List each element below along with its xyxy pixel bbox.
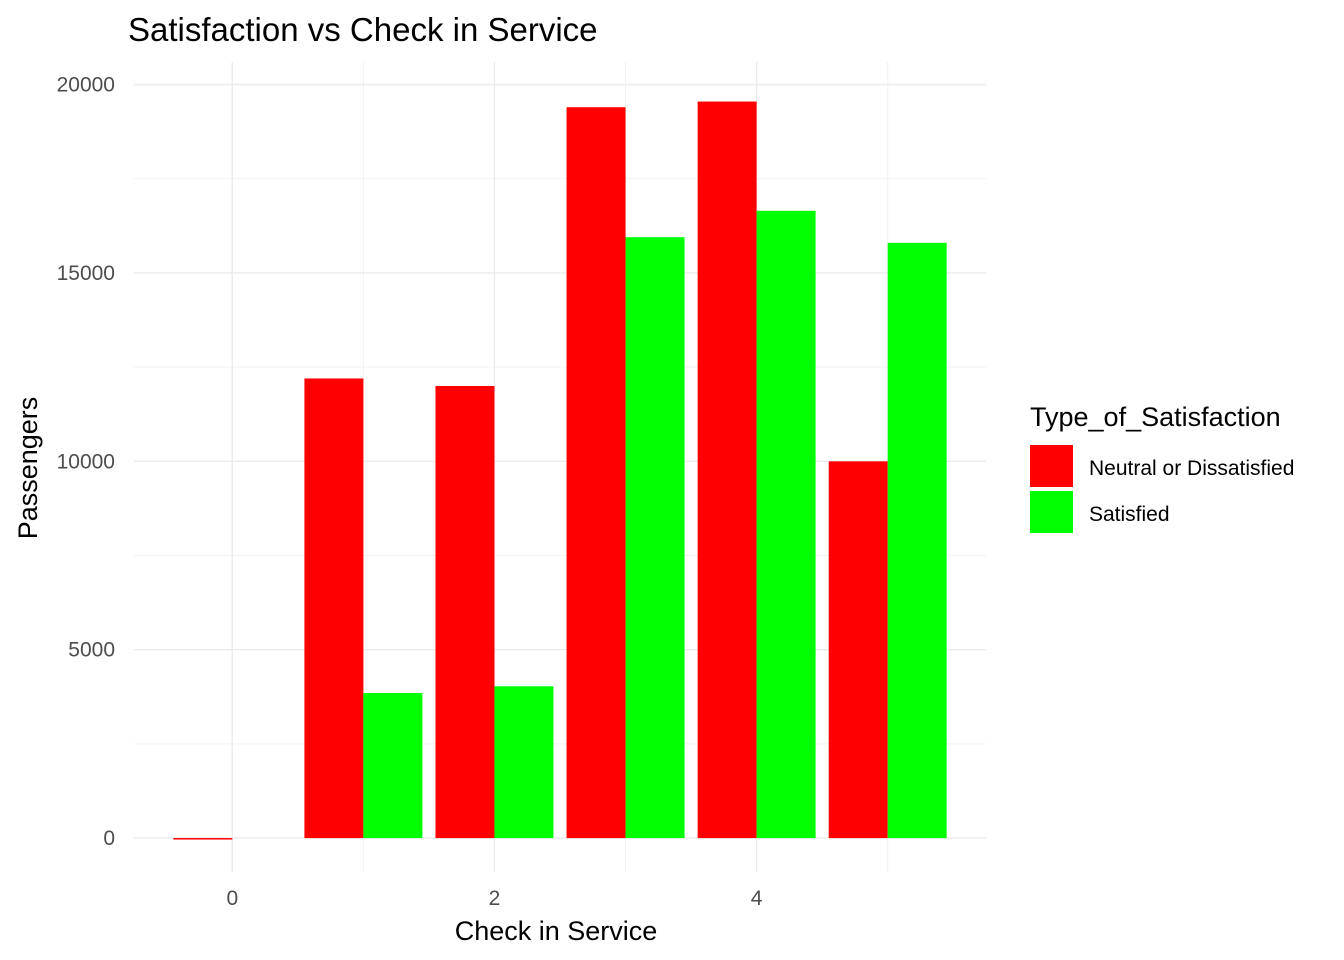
bar <box>363 693 423 839</box>
x-axis: 0 2 4 <box>226 887 762 910</box>
legend-label: Satisfied <box>1089 503 1170 526</box>
bar <box>173 838 233 840</box>
y-axis: 0 5000 10000 15000 20000 <box>57 74 115 850</box>
y-tick-label: 15000 <box>57 262 115 285</box>
y-tick-label: 0 <box>103 827 115 850</box>
legend-swatch <box>1030 445 1073 487</box>
bar <box>304 378 364 839</box>
bar <box>494 686 554 839</box>
x-tick-label: 0 <box>226 887 238 910</box>
bar <box>887 242 947 839</box>
legend-label: Neutral or Dissatisfied <box>1089 457 1294 480</box>
x-tick-label: 2 <box>489 887 501 910</box>
chart-title: Satisfaction vs Check in Service <box>128 11 598 48</box>
y-tick-label: 20000 <box>57 74 115 97</box>
bar <box>566 107 626 839</box>
y-axis-title: Passengers <box>13 397 43 540</box>
legend-swatch <box>1030 491 1073 533</box>
legend-title: Type_of_Satisfaction <box>1030 402 1281 432</box>
bar <box>625 237 685 839</box>
x-tick-label: 4 <box>751 887 763 910</box>
bar <box>828 461 888 839</box>
bar <box>756 210 816 839</box>
x-axis-title: Check in Service <box>455 916 658 946</box>
bar <box>435 386 495 839</box>
legend: Type_of_Satisfaction Neutral or Dissatis… <box>1030 402 1294 533</box>
y-tick-label: 5000 <box>68 639 115 662</box>
bar <box>697 101 757 839</box>
y-tick-label: 10000 <box>57 450 115 473</box>
bars <box>173 101 947 840</box>
